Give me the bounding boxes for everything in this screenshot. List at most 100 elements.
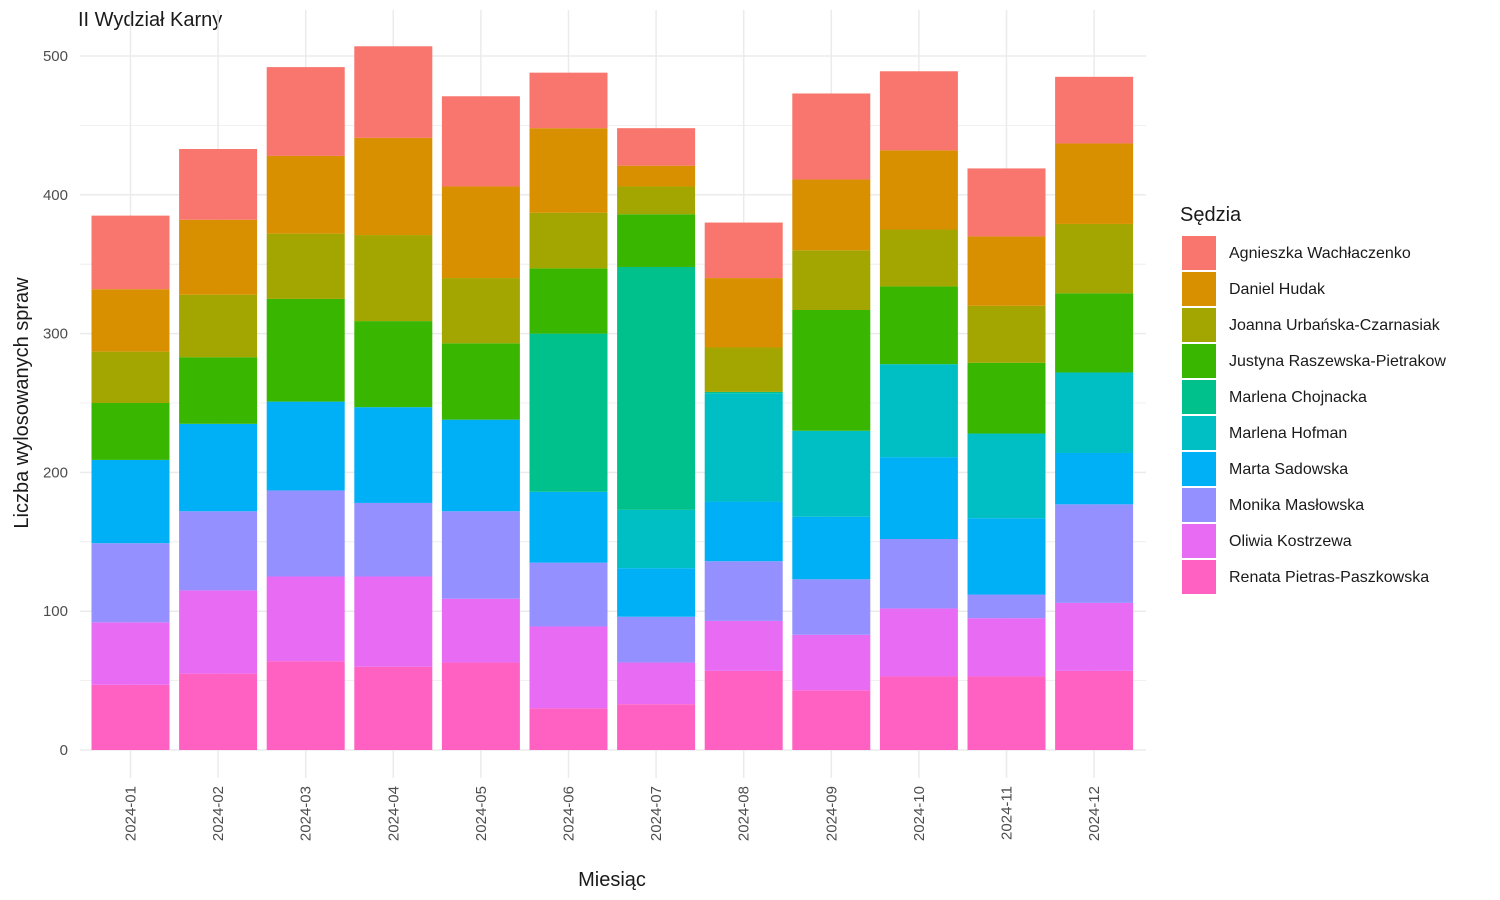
bar-segment xyxy=(617,128,696,166)
x-axis-ticks: 2024-01 2024-02 2024-03 2024-04 2024-05 2024-… xyxy=(123,786,1104,841)
x-axis-title: Miesiąc xyxy=(578,869,646,891)
bar-segment xyxy=(967,236,1046,306)
bar-segment xyxy=(792,430,871,517)
bar-segment xyxy=(266,490,345,577)
bar-segment xyxy=(879,676,958,750)
bar-segment xyxy=(441,662,520,750)
legend-label: Renata Pietras-Paszkowska xyxy=(1229,569,1429,586)
bar-segment xyxy=(792,690,871,750)
legend-label: Joanna Urbańska-Czarnasiak xyxy=(1229,317,1441,334)
bar-segment xyxy=(179,673,258,750)
bar-segment xyxy=(704,222,783,279)
bar-segment xyxy=(879,71,958,151)
bar-segment xyxy=(879,150,958,230)
bar-segment xyxy=(529,626,608,709)
x-tick-label: 2024-10 xyxy=(911,786,928,841)
bar-segment xyxy=(1055,602,1134,671)
legend-swatch xyxy=(1182,344,1216,378)
bar-segment xyxy=(617,214,696,267)
bar-segment xyxy=(266,576,345,662)
bar-segment xyxy=(617,165,696,187)
bar-segment xyxy=(704,278,783,348)
bar-segment xyxy=(704,501,783,562)
bar-segment xyxy=(91,622,170,685)
bar-segment xyxy=(441,419,520,512)
bar-segment xyxy=(879,457,958,540)
legend-label: Agnieszka Wachłaczenko xyxy=(1229,245,1411,262)
bar-segment xyxy=(704,393,783,502)
bar-segment xyxy=(792,579,871,635)
bar-segment xyxy=(704,620,783,671)
bar-segment xyxy=(967,618,1046,677)
bar-segment xyxy=(354,46,433,138)
bar-segment xyxy=(441,96,520,187)
bar-segment xyxy=(1055,670,1134,750)
bar-segment xyxy=(1055,372,1134,453)
bar-segment xyxy=(1055,293,1134,373)
bar-segment xyxy=(529,491,608,563)
bar-segment xyxy=(266,67,345,156)
bar-segment xyxy=(354,576,433,667)
bar-segment xyxy=(1055,76,1134,144)
bar-segment xyxy=(179,357,258,424)
bar-segment xyxy=(1055,223,1134,294)
legend-swatch xyxy=(1182,272,1216,306)
legend-label: Marta Sadowska xyxy=(1229,461,1348,478)
bar-segment xyxy=(1055,452,1134,505)
bar-segment xyxy=(704,347,783,392)
bar-segment xyxy=(91,215,170,290)
bar-segment xyxy=(354,502,433,577)
bar-segment xyxy=(354,137,433,236)
bar-segment xyxy=(354,666,433,750)
bar-segment xyxy=(441,278,520,344)
bar-segment xyxy=(266,401,345,491)
bar-segment xyxy=(617,662,696,705)
bar-segment xyxy=(967,362,1046,434)
bar-segment xyxy=(967,168,1046,237)
bar-segment xyxy=(441,511,520,599)
bar-segment xyxy=(967,305,1046,363)
bar-segment xyxy=(792,250,871,311)
bar-segment xyxy=(91,459,170,544)
x-tick-label: 2024-12 xyxy=(1086,786,1103,841)
bar-segment xyxy=(792,93,871,180)
bar-segment xyxy=(529,268,608,334)
x-tick-label: 2024-07 xyxy=(648,786,665,841)
bar-segment xyxy=(879,229,958,287)
bar-segment xyxy=(179,590,258,674)
legend-swatch xyxy=(1182,236,1216,270)
legend-label: Justyna Raszewska-Pietrakow xyxy=(1229,353,1446,370)
x-tick-label: 2024-03 xyxy=(298,786,315,841)
y-axis-ticks: 0 100 200 300 400 500 xyxy=(43,48,68,759)
legend-swatch xyxy=(1182,452,1216,486)
bar-segment xyxy=(441,598,520,663)
bar-segment xyxy=(792,634,871,691)
bar-segment xyxy=(967,594,1046,619)
bar-segment xyxy=(266,233,345,299)
bar-segment xyxy=(879,608,958,677)
bar-segment xyxy=(704,670,783,750)
bar-segment xyxy=(529,72,608,129)
legend-label: Daniel Hudak xyxy=(1229,281,1326,298)
bar-segment xyxy=(441,186,520,279)
bar-segment xyxy=(91,684,170,750)
bar-segment xyxy=(792,310,871,431)
bar-segment xyxy=(266,298,345,402)
bar-segment xyxy=(879,364,958,458)
bar-segment xyxy=(1055,504,1134,603)
bar-segment xyxy=(266,155,345,234)
bar-segment xyxy=(529,562,608,627)
bar-segment xyxy=(529,212,608,269)
bar-segment xyxy=(266,661,345,750)
legend-label: Marlena Chojnacka xyxy=(1229,389,1367,406)
legend-label: Monika Masłowska xyxy=(1229,497,1364,514)
y-tick-label: 500 xyxy=(43,48,68,65)
bar-segment xyxy=(879,539,958,609)
bar-segment xyxy=(879,286,958,365)
y-tick-label: 100 xyxy=(43,603,68,620)
bar-segment xyxy=(91,289,170,352)
x-tick-label: 2024-02 xyxy=(210,786,227,841)
bar-segment xyxy=(179,148,258,220)
legend-swatch xyxy=(1182,488,1216,522)
